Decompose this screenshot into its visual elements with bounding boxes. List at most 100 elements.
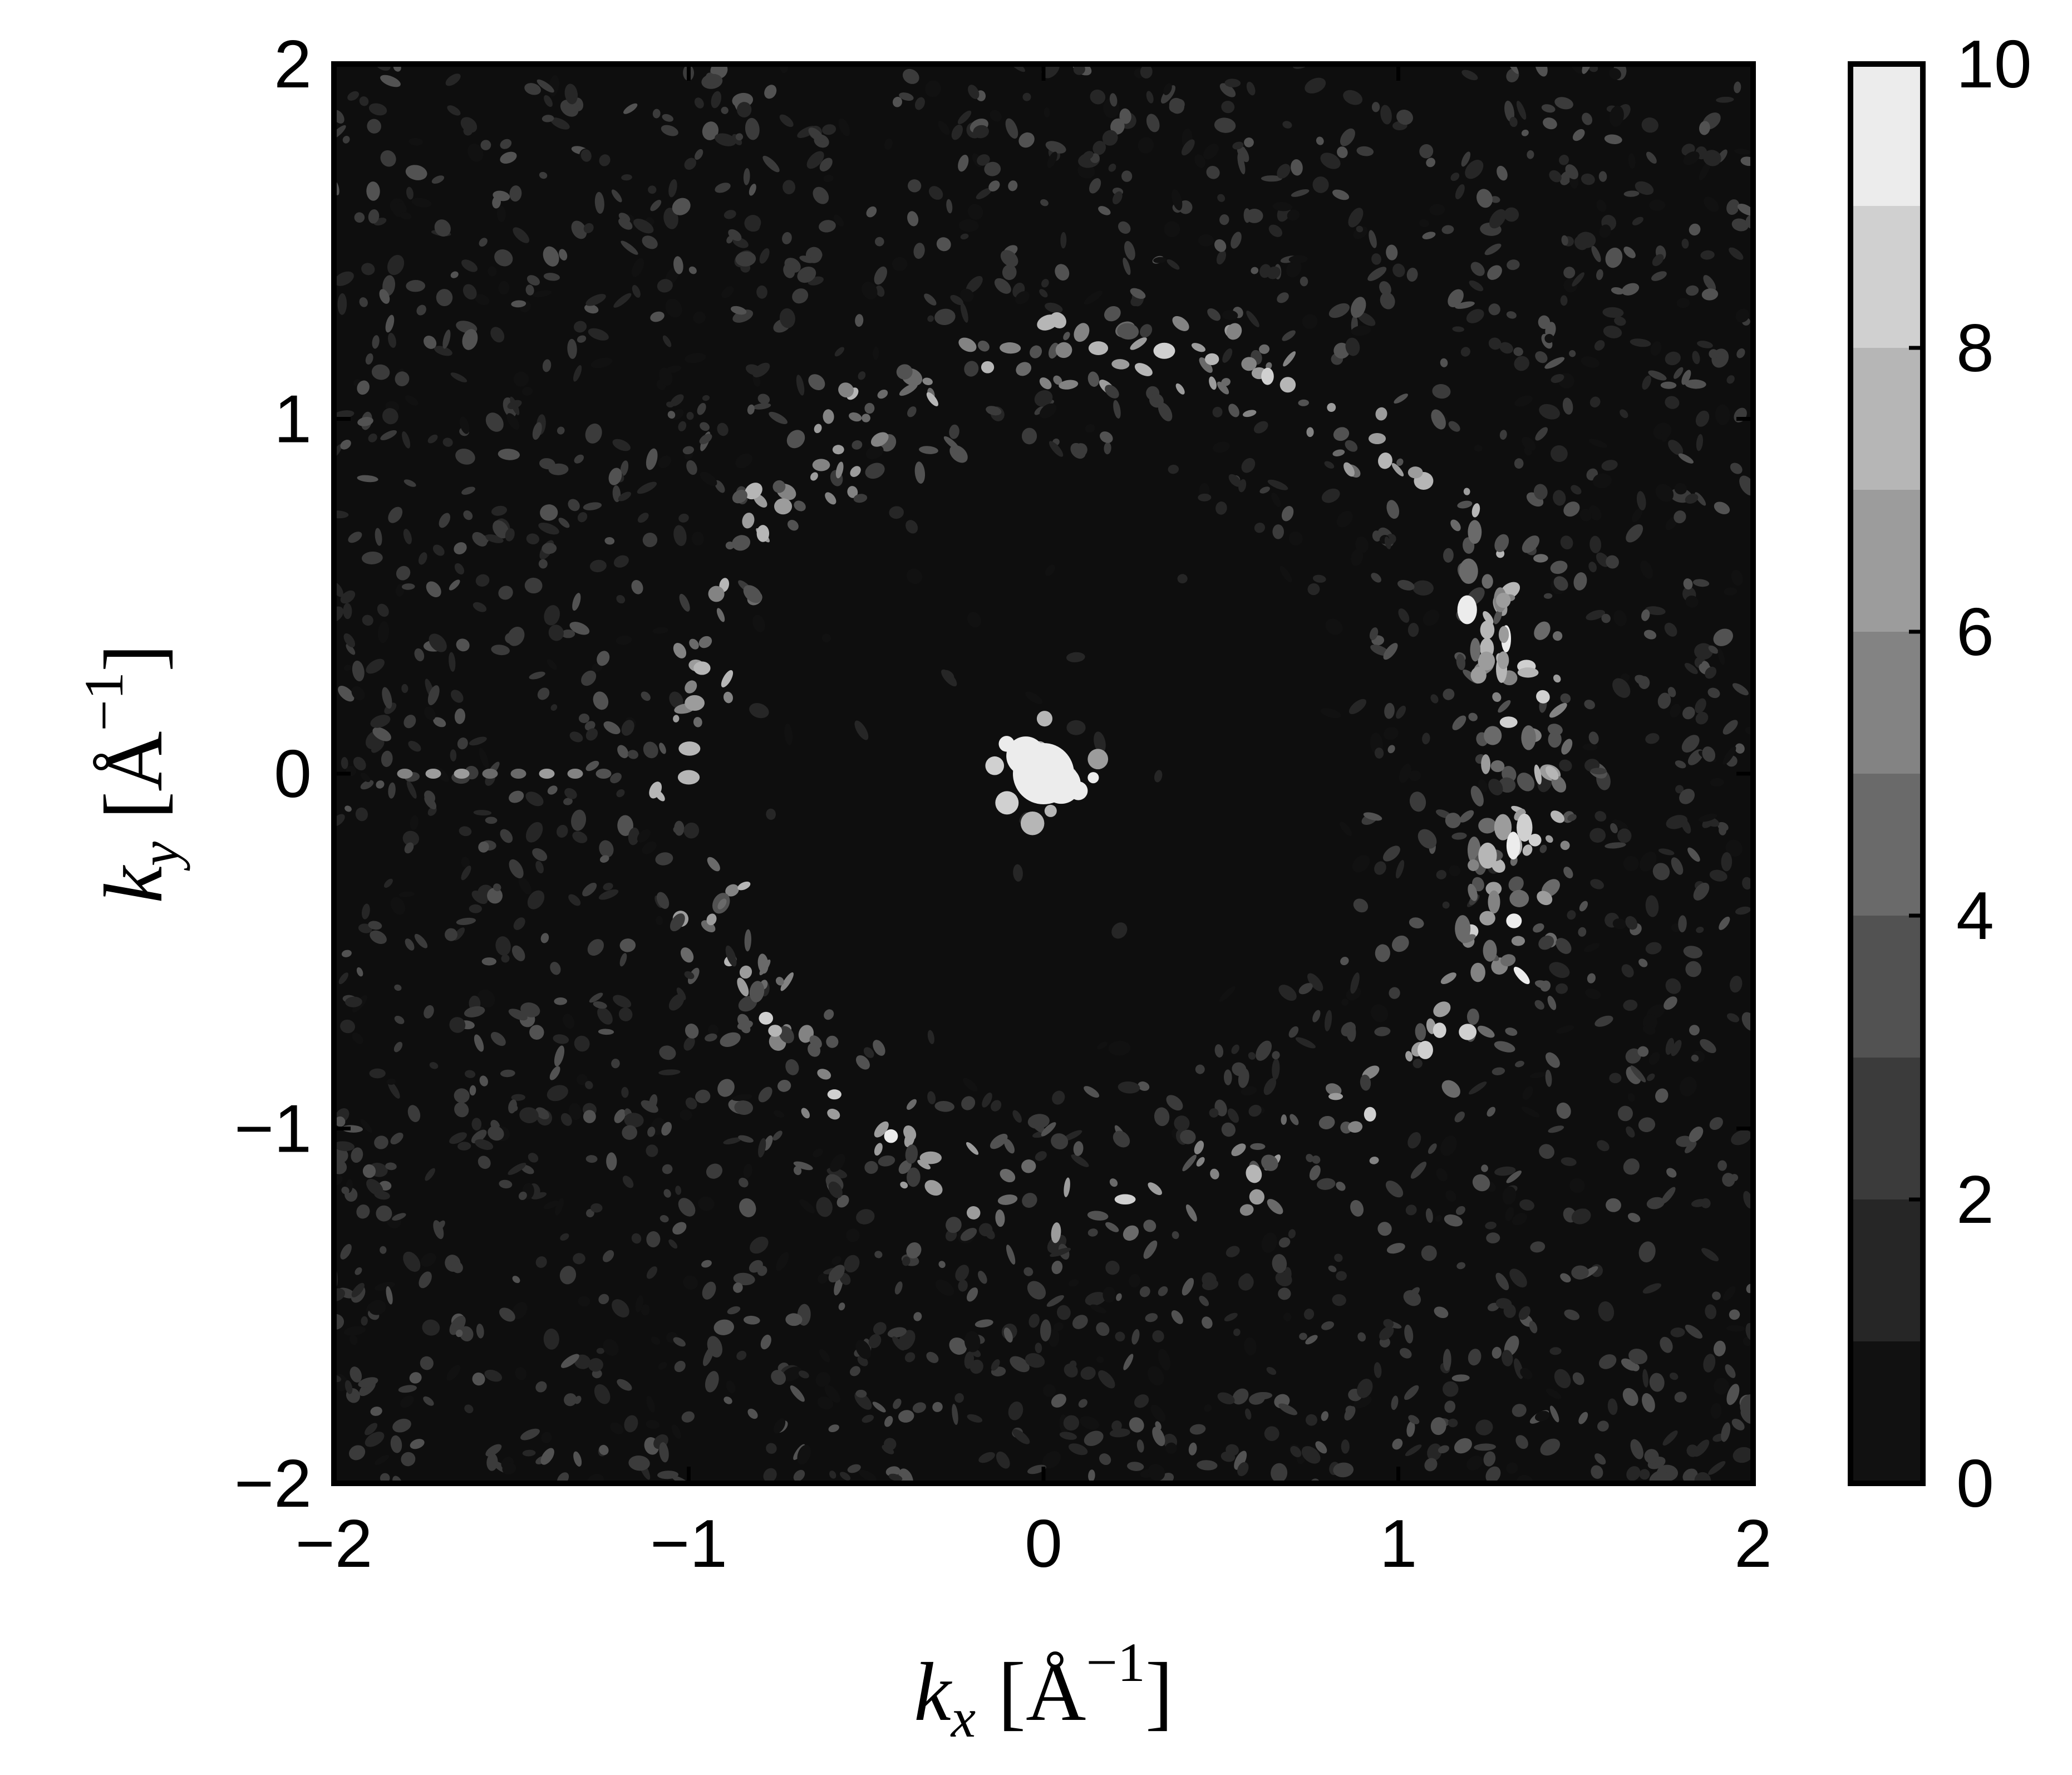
speckle-blob <box>554 997 567 1005</box>
speckle-blob <box>1671 857 1684 875</box>
speckle-blob <box>1051 1394 1066 1408</box>
speckle-blob <box>1375 407 1387 421</box>
speckle-blob <box>1212 406 1223 417</box>
speckle-blob <box>724 1397 732 1404</box>
speckle-blob <box>1704 196 1719 212</box>
speckle-blob <box>1460 347 1470 357</box>
speckle-blob <box>1149 394 1164 408</box>
speckle-blob <box>950 294 963 306</box>
speckle-blob <box>1468 883 1478 901</box>
colorbar-bands <box>1850 64 1923 1483</box>
speckle-blob <box>1675 785 1684 794</box>
speckle-blob <box>932 1402 943 1412</box>
speckle-blob <box>549 1066 560 1080</box>
speckle-blob <box>1328 303 1350 318</box>
speckle-blob <box>991 1359 1000 1371</box>
speckle-blob <box>732 489 747 504</box>
speckle-blob <box>1325 1010 1332 1031</box>
speckle-blob <box>1220 1451 1236 1462</box>
speckle-blob <box>1167 259 1180 270</box>
speckle-blob <box>1481 1164 1488 1172</box>
speckle-blob <box>1213 441 1230 453</box>
speckle-blob <box>1509 116 1518 127</box>
speckle-blob <box>1450 173 1460 181</box>
speckle-blob <box>917 1159 931 1169</box>
speckle-blob <box>852 440 863 450</box>
speckle-blob <box>1681 370 1691 385</box>
speckle-blob <box>1000 250 1018 267</box>
speckle-blob <box>1123 1354 1134 1370</box>
speckle-blob <box>1671 1040 1682 1056</box>
speckle-blob <box>784 723 793 745</box>
speckle-blob <box>1371 253 1381 265</box>
speckle-blob <box>1039 403 1057 419</box>
speckle-blob <box>816 1197 833 1217</box>
speckle-blob <box>756 285 767 299</box>
speckle-blob <box>840 1472 851 1481</box>
speckle-blob <box>574 454 584 464</box>
speckle-blob <box>500 139 512 149</box>
speckle-blob <box>707 857 720 872</box>
speckle-blob <box>1300 276 1308 287</box>
speckle-blob <box>1623 855 1639 872</box>
speckle-blob <box>938 121 950 135</box>
speckle-blob <box>838 382 854 398</box>
speckle-blob <box>1645 942 1662 955</box>
speckle-blob <box>593 1001 607 1009</box>
speckle-blob <box>1045 564 1055 576</box>
speckle-blob <box>681 1411 695 1423</box>
speckle-blob <box>702 121 719 140</box>
speckle-blob <box>1321 1411 1329 1422</box>
speckle-blob <box>1674 1392 1687 1403</box>
speckle-blob <box>793 1166 802 1176</box>
speckle-blob <box>1551 373 1564 383</box>
speckle-blob <box>1424 1458 1438 1472</box>
speckle-blob <box>1507 259 1520 271</box>
speckle-blob <box>386 1286 393 1305</box>
speckle-blob <box>775 977 784 986</box>
speckle-blob <box>809 1035 822 1049</box>
speckle-blob <box>1148 1366 1164 1386</box>
speckle-blob <box>1312 1010 1321 1022</box>
speckle-blob <box>583 502 602 510</box>
speckle-blob <box>1272 201 1292 212</box>
speckle-blob <box>874 237 884 247</box>
speckle-blob <box>735 133 744 141</box>
speckle-blob <box>350 1335 358 1345</box>
speckle-blob <box>1068 1443 1088 1456</box>
speckle-blob <box>1327 403 1336 412</box>
central-peak-lobe <box>1041 765 1081 804</box>
speckle-blob <box>1278 1237 1291 1248</box>
speckle-blob <box>360 773 371 783</box>
speckle-blob <box>1504 207 1519 222</box>
speckle-blob <box>1284 1267 1292 1281</box>
speckle-blob <box>1164 221 1180 238</box>
right-arc-blob <box>1517 813 1533 842</box>
speckle-blob <box>1655 1088 1669 1103</box>
speckle-blob <box>1422 232 1436 239</box>
speckle-blob <box>1540 1438 1561 1456</box>
speckle-blob <box>1277 292 1289 303</box>
speckle-blob <box>618 218 633 230</box>
speckle-blob <box>1559 759 1572 771</box>
speckle-blob <box>991 1100 1002 1112</box>
speckle-blob <box>471 1118 482 1130</box>
speckle-blob <box>1735 308 1750 323</box>
speckle-blob <box>1626 1126 1635 1138</box>
speckle-blob <box>485 817 498 824</box>
speckle-blob <box>798 1370 809 1379</box>
speckle-blob <box>743 1163 752 1178</box>
speckle-blob <box>598 1294 609 1305</box>
speckle-blob <box>1405 1051 1413 1062</box>
speckle-blob <box>1222 348 1233 363</box>
speckle-blob <box>361 551 383 564</box>
speckle-blob <box>1382 845 1400 862</box>
speckle-blob <box>340 590 356 604</box>
speckle-blob <box>409 137 423 146</box>
speckle-blob <box>1430 694 1439 704</box>
speckle-blob <box>1158 1286 1168 1296</box>
speckle-blob <box>850 466 861 477</box>
speckle-blob <box>1050 1247 1071 1257</box>
speckle-blob <box>1461 70 1478 81</box>
speckle-blob <box>862 1414 874 1423</box>
